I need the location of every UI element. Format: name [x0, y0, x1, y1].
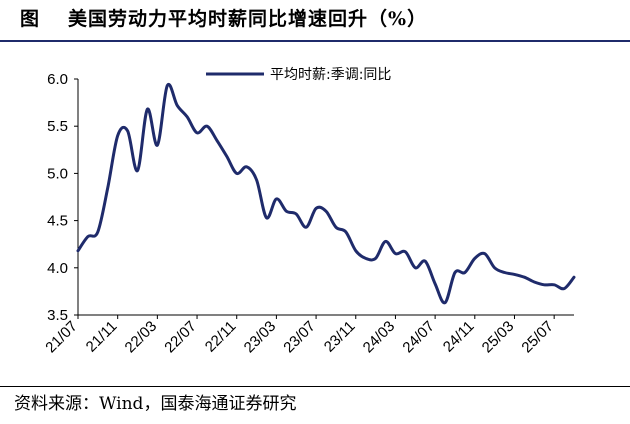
title-rule: [0, 40, 630, 42]
x-tick-label: 22/03: [122, 318, 161, 357]
series-line: [76, 82, 576, 305]
x-tick-label: 24/03: [360, 318, 399, 357]
source-note: 资料来源：Wind，国泰海通证券研究: [14, 394, 297, 414]
x-tick-label: 24/11: [440, 318, 478, 356]
y-tick-label: 3.5: [47, 307, 68, 324]
y-tick-label: 5.0: [47, 165, 68, 182]
x-tick-label: 23/03: [241, 318, 280, 357]
y-tick-label: 5.5: [47, 118, 68, 135]
x-axis-ticks: 21/07 21/11 22/03 22/07 22/11 23/03 23/07 23/11…: [42, 315, 557, 356]
x-tick-label: 23/11: [321, 318, 359, 356]
figure-label: 图: [20, 8, 41, 30]
y-tick-label: 4.0: [47, 260, 68, 277]
y-tick-label: 6.0: [47, 71, 68, 88]
y-tick-label: 4.5: [47, 213, 68, 230]
x-tick-label: 22/07: [161, 318, 200, 357]
x-tick-label: 23/07: [280, 318, 319, 357]
chart-title: 图 美国劳动力平均时薪同比增速回升（%）: [20, 4, 427, 31]
figure-title: 美国劳动力平均时薪同比增速回升（%）: [68, 8, 428, 30]
x-tick-label: 25/07: [518, 318, 557, 357]
chart-series: [76, 82, 576, 305]
legend-label: 平均时薪:季调:同比: [270, 67, 391, 83]
y-axis-ticks: 6.0 5.5 5.0 4.5 4.0 3.5: [47, 71, 78, 324]
chart-axes: [77, 79, 574, 316]
x-tick-label: 22/11: [202, 318, 240, 356]
x-tick-label: 25/03: [479, 318, 518, 357]
source-rule: [0, 386, 630, 387]
chart-legend: 平均时薪:季调:同比: [206, 67, 391, 83]
x-tick-label: 21/11: [83, 318, 121, 356]
x-tick-label: 24/07: [399, 318, 438, 357]
